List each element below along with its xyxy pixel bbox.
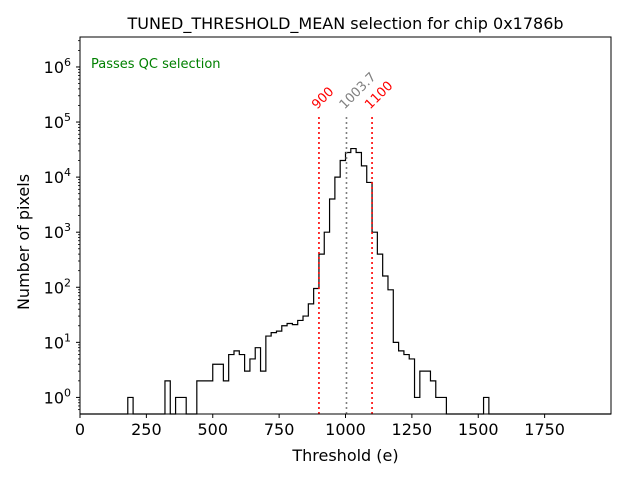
chart-title: TUNED_THRESHOLD_MEAN selection for chip … [126,14,563,34]
qc-annotation: Passes QC selection [91,57,221,72]
x-axis-label: Threshold (e) [291,446,398,465]
y-axis-label: Number of pixels [14,174,33,310]
y-tick-label: 100 [44,386,71,407]
plot-frame [79,36,612,415]
y-tick-label: 101 [44,331,71,352]
x-tick-label: 1750 [524,420,565,439]
y-axis-ticks: 100 101 102 103 104 105 106 [44,40,80,411]
histogram-bars [80,147,611,415]
x-tick-label: 1500 [458,420,499,439]
x-tick-label: 500 [197,420,228,439]
x-tick-label: 1000 [325,420,366,439]
x-tick-label: 0 [75,420,85,439]
x-tick-label: 750 [264,420,295,439]
histogram-step-line [80,147,611,415]
y-tick-label: 103 [44,221,71,242]
x-axis-ticks: 0 250 500 750 1000 1250 1500 1750 [75,414,565,439]
x-tick-label: 1250 [392,420,433,439]
y-tick-label: 104 [44,166,71,187]
y-tick-label: 106 [44,56,71,77]
y-tick-label: 105 [44,111,71,132]
plot-area [80,37,611,414]
y-tick-label: 102 [44,276,71,297]
x-tick-label: 250 [131,420,162,439]
